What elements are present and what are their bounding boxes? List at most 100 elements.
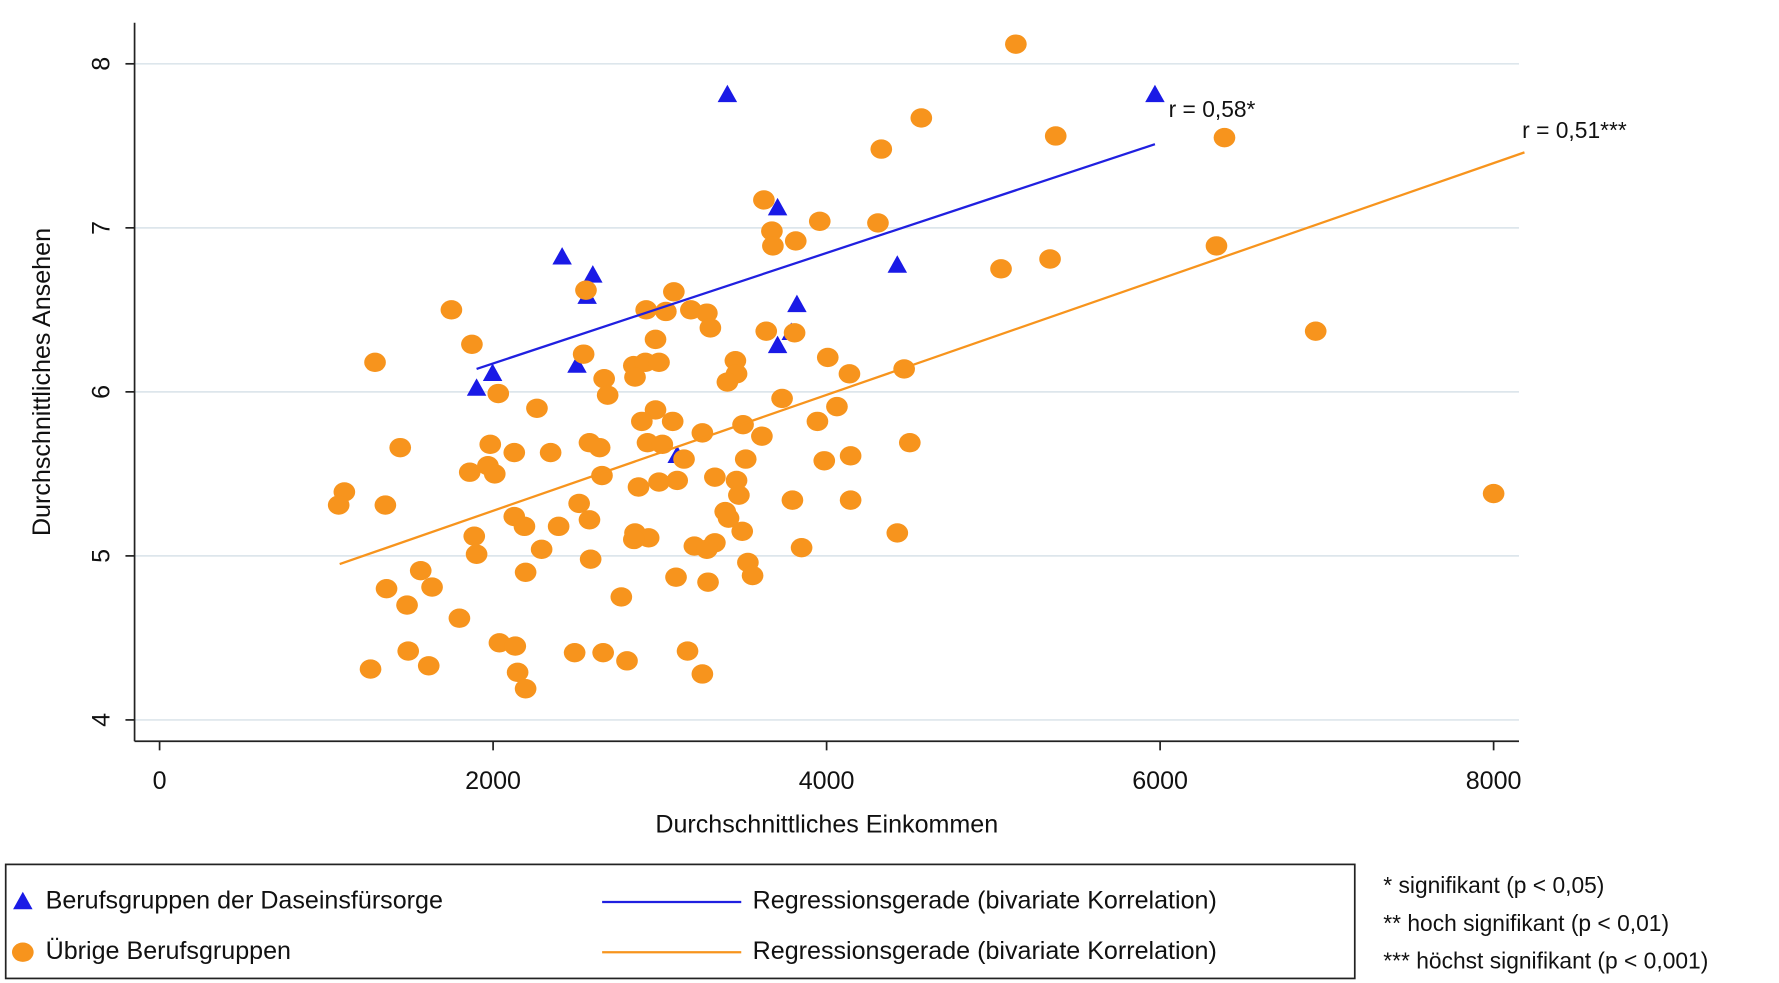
point [583,265,603,283]
point [1205,236,1228,256]
point [717,508,740,528]
legend-swatch [13,891,33,910]
point [787,294,807,313]
point [886,523,909,543]
point [572,344,595,364]
point [1044,126,1067,146]
point [578,510,601,530]
point [751,426,773,446]
point [421,577,443,597]
point [767,197,788,216]
point [596,385,619,405]
point [364,352,386,373]
point [389,437,412,458]
point [563,642,586,663]
point [691,664,714,684]
point [567,355,587,373]
point [623,529,645,550]
point [910,108,933,128]
point [661,411,684,432]
point [616,651,638,671]
footnote: ** hoch signifikant (p < 0,01) [1383,910,1669,936]
legend-label: Regressionsgerade (bivariate Korrelation… [753,887,1217,915]
point [790,537,813,558]
point [1005,34,1027,54]
y-tick-label: 5 [87,549,115,563]
x-tick-label: 0 [153,767,167,795]
point [704,467,726,487]
point [816,347,839,368]
point [513,516,536,537]
point [806,411,829,432]
point [579,549,602,569]
point [666,470,689,491]
point [696,539,718,560]
legend-box [4,863,1356,980]
point [482,363,503,382]
point [375,579,398,599]
point [530,539,553,560]
point [397,641,420,661]
point [627,477,650,497]
regression-line [339,151,1525,566]
point [762,236,784,256]
point [409,560,432,581]
point [676,641,699,661]
point [784,231,807,251]
point [547,516,570,537]
point [624,367,646,387]
x-tick-label: 8000 [1466,767,1522,795]
point [761,221,783,241]
point [648,352,670,373]
point [631,411,653,432]
point [716,372,739,392]
point [1304,321,1327,341]
y-axis-title: Durchschnittliches Ansehen [28,228,56,536]
point [514,679,537,699]
point [504,636,527,656]
y-tick-label: 6 [87,385,115,399]
point [691,423,714,443]
point [665,567,687,587]
point [655,301,677,322]
x-tick-label: 4000 [799,767,855,795]
point [466,378,487,396]
point [755,321,778,341]
point [610,587,633,607]
point [374,495,397,515]
point [592,642,614,663]
point [697,572,719,592]
y-tick-label: 8 [87,57,115,71]
point [644,329,667,350]
point [506,662,529,683]
y-tick-label: 7 [87,221,115,235]
point [458,462,481,482]
point [461,334,483,354]
point [725,470,748,491]
point [990,259,1012,279]
point [839,446,862,466]
legend-label: Regressionsgerade (bivariate Korrelation… [753,937,1217,965]
point [1145,84,1165,103]
point [839,490,862,510]
point [1039,249,1061,269]
point [483,464,506,484]
point [526,398,548,418]
point [870,139,893,159]
legend-swatch [11,942,34,962]
point [648,472,670,492]
point [575,280,597,300]
point [741,565,764,586]
footnote: * signifikant (p < 0,05) [1383,872,1604,898]
point [781,490,804,510]
annotation: r = 0,58* [1169,96,1256,122]
annotation: r = 0,51*** [1522,117,1627,143]
point [417,656,440,676]
footnote: *** höchst signifikant (p < 0,001) [1383,947,1708,973]
point [717,84,738,103]
point [487,383,510,404]
point [728,485,750,505]
point [552,247,572,265]
point [731,521,754,541]
